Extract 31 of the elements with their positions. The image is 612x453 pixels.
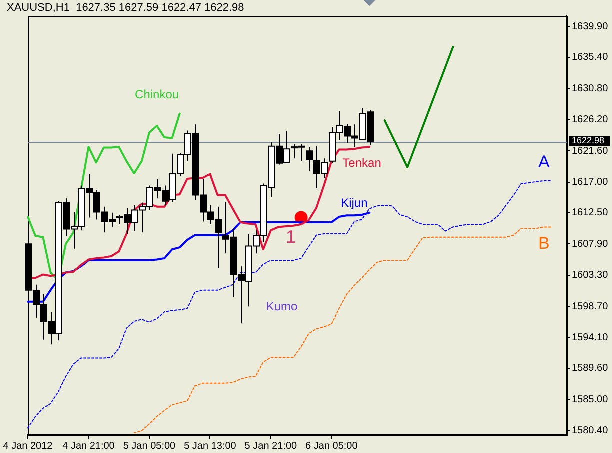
y-tick-label: 1612.50 xyxy=(572,208,609,219)
x-tick-label: 4 Jan 2012 xyxy=(3,440,54,452)
x-tick-label: 5 Jan 05:00 xyxy=(123,440,176,452)
series-label: Chinkou xyxy=(135,87,180,102)
y-tick-label: 1639.90 xyxy=(572,22,609,33)
y-tick-label: 1580.40 xyxy=(572,426,609,437)
y-tick-label: 1589.60 xyxy=(572,363,609,374)
y-tick-label: 1603.30 xyxy=(572,270,609,282)
ref-line-label: 1622.98 xyxy=(572,135,605,146)
annotation: Kumo xyxy=(266,299,298,314)
series-label: Tenkan xyxy=(342,156,382,170)
y-tick-label: 1594.10 xyxy=(572,332,609,344)
chart-title: XAUUSD,H1 1627.35 1627.59 1622.47 1622.98 xyxy=(7,2,244,14)
x-tick-label: 4 Jan 21:00 xyxy=(62,440,116,452)
series-label: Kijun xyxy=(341,196,368,210)
y-tick-label: 1630.80 xyxy=(572,83,609,94)
x-tick-label: 5 Jan 21:00 xyxy=(244,440,298,452)
x-tick-label: 6 Jan 05:00 xyxy=(306,440,358,452)
y-tick-label: 1585.00 xyxy=(572,394,609,406)
y-tick-label: 1617.00 xyxy=(572,177,609,188)
y-tick-label: 1626.20 xyxy=(572,114,609,126)
series-label: A xyxy=(538,152,551,172)
y-tick-label: 1621.60 xyxy=(572,146,609,157)
annotation: 1 xyxy=(286,226,296,247)
x-tick-label: 5 Jan 13:00 xyxy=(184,440,237,452)
y-tick-label: 1598.70 xyxy=(572,301,609,312)
line-series xyxy=(28,180,552,429)
line-series xyxy=(134,226,552,434)
y-tick-label: 1607.90 xyxy=(572,238,609,250)
series-label: B xyxy=(538,234,550,253)
y-tick-label: 1635.40 xyxy=(572,52,609,64)
